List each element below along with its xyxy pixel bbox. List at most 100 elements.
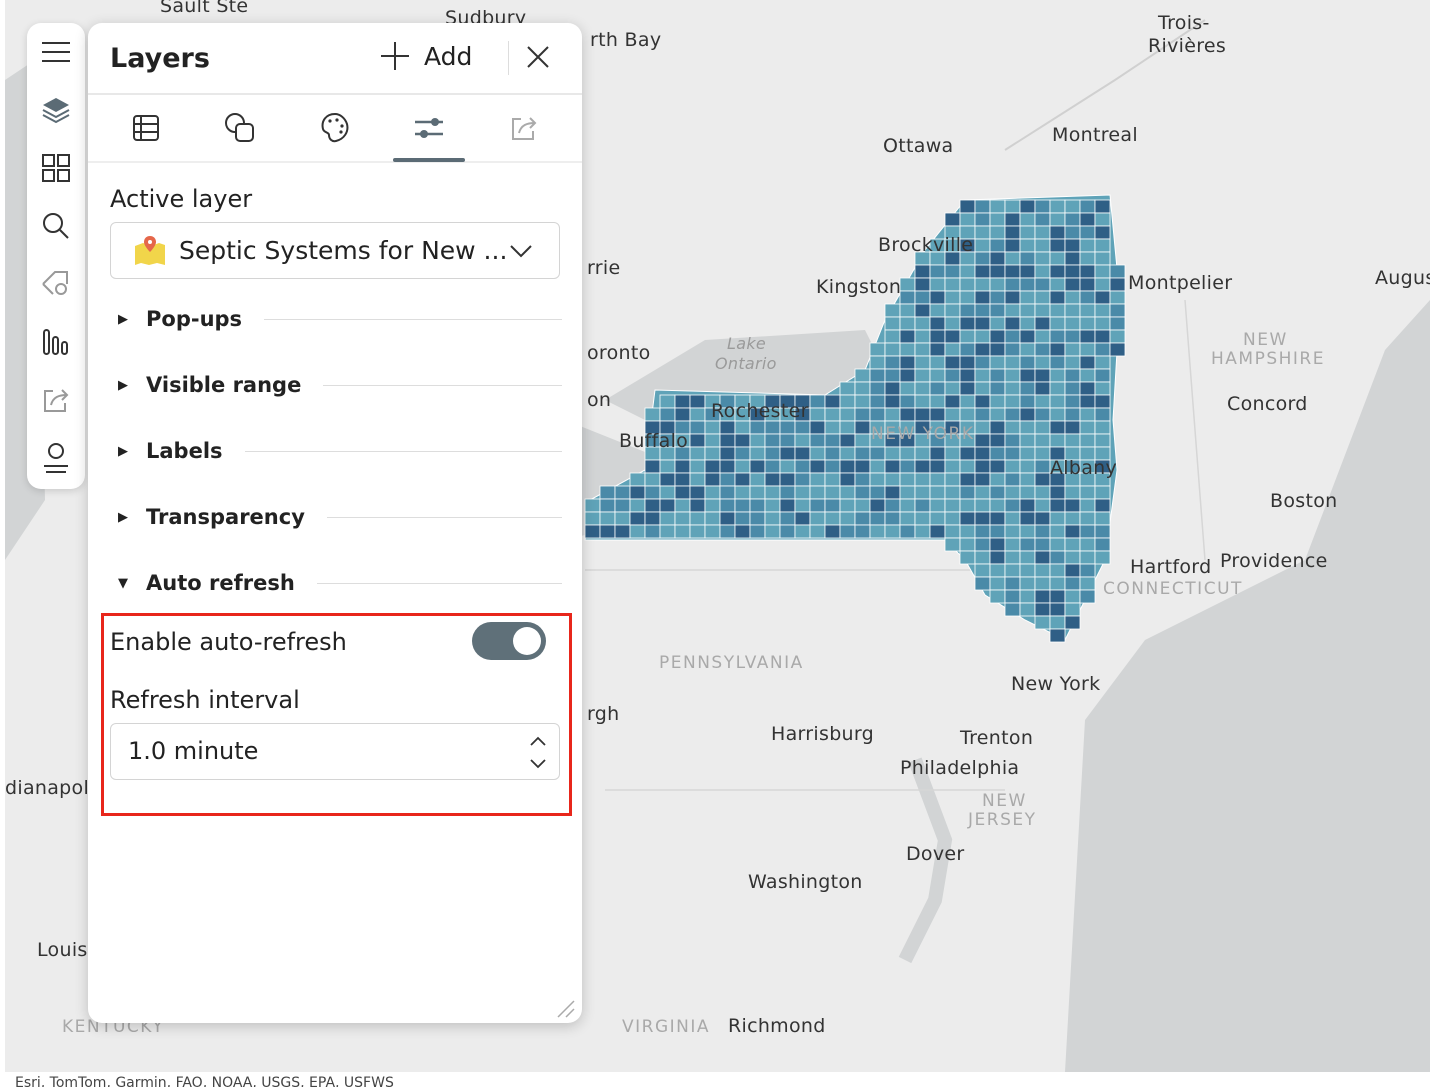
septic-polygon[interactable] [1049,277,1066,292]
septic-polygon[interactable] [779,524,796,539]
tag-search-icon[interactable] [39,267,73,301]
septic-polygon[interactable] [899,459,916,474]
septic-polygon[interactable] [824,485,841,500]
septic-polygon[interactable] [854,472,871,487]
septic-polygon[interactable] [989,199,1006,214]
septic-polygon[interactable] [1004,199,1021,214]
septic-polygon[interactable] [644,472,661,487]
septic-polygon[interactable] [749,459,766,474]
septic-polygon[interactable] [1049,485,1066,500]
septic-polygon[interactable] [704,511,721,526]
septic-polygon[interactable] [884,329,901,344]
septic-polygon[interactable] [1094,290,1111,305]
septic-polygon[interactable] [854,524,871,539]
septic-polygon[interactable] [989,472,1006,487]
septic-polygon[interactable] [1004,368,1021,383]
septic-polygon[interactable] [1019,394,1036,409]
septic-polygon[interactable] [1004,589,1021,604]
septic-polygon[interactable] [989,459,1006,474]
septic-polygon[interactable] [689,394,706,409]
septic-polygon[interactable] [899,329,916,344]
septic-polygon[interactable] [929,355,946,370]
septic-polygon[interactable] [809,433,826,448]
septic-polygon[interactable] [989,264,1006,279]
septic-polygon[interactable] [1094,303,1111,318]
septic-polygon[interactable] [1094,420,1111,435]
septic-polygon[interactable] [899,290,916,305]
septic-polygon[interactable] [689,407,706,422]
septic-polygon[interactable] [1109,329,1126,344]
septic-polygon[interactable] [644,459,661,474]
septic-polygon[interactable] [854,446,871,461]
septic-polygon[interactable] [749,420,766,435]
septic-polygon[interactable] [959,316,976,331]
septic-polygon[interactable] [749,498,766,513]
septic-polygon[interactable] [989,524,1006,539]
septic-polygon[interactable] [1034,303,1051,318]
septic-polygon[interactable] [779,433,796,448]
septic-polygon[interactable] [1019,264,1036,279]
septic-polygon[interactable] [914,264,931,279]
septic-polygon[interactable] [989,316,1006,331]
septic-polygon[interactable] [989,212,1006,227]
septic-polygon[interactable] [899,381,916,396]
septic-polygon[interactable] [644,498,661,513]
septic-polygon[interactable] [959,498,976,513]
septic-polygon[interactable] [974,342,991,357]
septic-polygon[interactable] [1079,511,1096,526]
septic-polygon[interactable] [1034,264,1051,279]
septic-polygon[interactable] [794,498,811,513]
septic-polygon[interactable] [1064,381,1081,396]
septic-polygon[interactable] [1049,381,1066,396]
septic-polygon[interactable] [1094,485,1111,500]
septic-polygon[interactable] [884,303,901,318]
septic-polygon[interactable] [749,511,766,526]
septic-polygon[interactable] [944,329,961,344]
septic-polygon[interactable] [644,511,661,526]
septic-polygon[interactable] [884,498,901,513]
septic-polygon[interactable] [629,472,646,487]
septic-polygon[interactable] [1094,199,1111,214]
septic-polygon[interactable] [1019,290,1036,305]
septic-polygon[interactable] [719,472,736,487]
septic-polygon[interactable] [1034,498,1051,513]
septic-polygon[interactable] [944,303,961,318]
septic-polygon[interactable] [1079,342,1096,357]
search-icon[interactable] [39,209,73,243]
septic-polygon[interactable] [989,589,1006,604]
septic-polygon[interactable] [1019,368,1036,383]
septic-polygon[interactable] [1034,290,1051,305]
septic-polygon[interactable] [1019,407,1036,422]
septic-polygon[interactable] [689,459,706,474]
septic-polygon[interactable] [944,277,961,292]
septic-polygon[interactable] [929,277,946,292]
septic-polygon[interactable] [944,368,961,383]
septic-polygon[interactable] [809,394,826,409]
septic-polygon[interactable] [1004,407,1021,422]
septic-polygon[interactable] [1034,355,1051,370]
septic-polygon[interactable] [1064,238,1081,253]
septic-polygon[interactable] [944,381,961,396]
septic-polygon[interactable] [914,277,931,292]
septic-polygon[interactable] [1004,212,1021,227]
septic-polygon[interactable] [1019,563,1036,578]
septic-polygon[interactable] [1019,342,1036,357]
tab-share[interactable] [488,95,560,161]
septic-polygon[interactable] [1049,563,1066,578]
septic-polygon[interactable] [1079,537,1096,552]
septic-polygon[interactable] [809,498,826,513]
septic-polygon[interactable] [974,524,991,539]
septic-polygon[interactable] [899,498,916,513]
septic-polygon[interactable] [839,498,856,513]
septic-polygon[interactable] [734,446,751,461]
septic-polygon[interactable] [764,498,781,513]
septic-polygon[interactable] [869,394,886,409]
septic-polygon[interactable] [899,303,916,318]
active-layer-dropdown[interactable]: Septic Systems for New ... [110,222,560,279]
septic-polygon[interactable] [839,459,856,474]
septic-polygon[interactable] [974,225,991,240]
septic-polygon[interactable] [689,485,706,500]
septic-polygon[interactable] [914,316,931,331]
septic-polygon[interactable] [734,459,751,474]
septic-polygon[interactable] [674,498,691,513]
